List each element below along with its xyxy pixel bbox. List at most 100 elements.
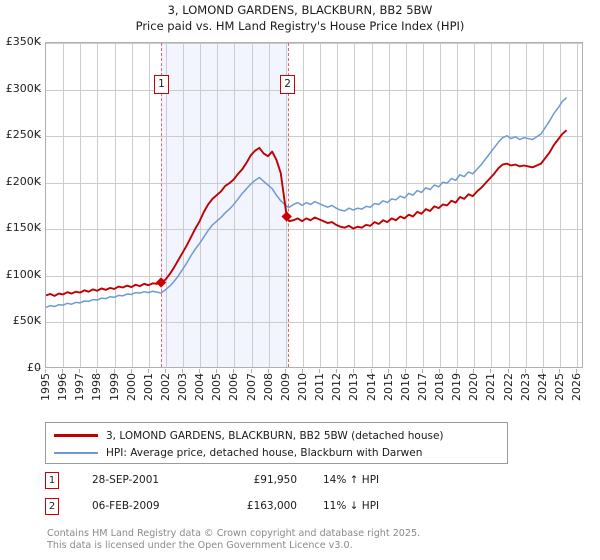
- x-axis-tick: [473, 369, 475, 373]
- x-axis-tick: [250, 369, 252, 373]
- y-axis-tick: [36, 321, 41, 323]
- x-axis-label: 2016: [398, 373, 412, 401]
- x-axis-label: 2022: [501, 373, 515, 401]
- gridline-vertical: [560, 43, 561, 367]
- title-line-1: 3, LOMOND GARDENS, BLACKBURN, BB2 5BW: [167, 3, 433, 17]
- x-axis-tick: [387, 369, 389, 373]
- x-axis-label: 2010: [296, 373, 309, 401]
- x-axis-tick: [130, 369, 132, 373]
- x-axis-label: 2021: [484, 373, 498, 401]
- gridline-vertical: [577, 43, 579, 367]
- gridline-horizontal: [46, 43, 582, 44]
- attribution-footer: Contains HM Land Registry data © Crown c…: [47, 528, 567, 551]
- x-axis-tick: [490, 369, 492, 373]
- x-axis-label: 1996: [56, 373, 70, 401]
- transaction-price: £91,950: [253, 474, 297, 486]
- y-axis-label: £50K: [12, 314, 41, 328]
- gridline-vertical: [337, 43, 339, 367]
- x-axis-label: 2018: [433, 373, 447, 401]
- x-axis-tick: [164, 369, 166, 373]
- gridline-vertical: [217, 43, 219, 367]
- x-axis-tick: [302, 369, 303, 373]
- gridline-horizontal: [46, 322, 582, 324]
- x-axis-label: 2014: [364, 373, 378, 401]
- transaction-date: 06-FEB-2009: [92, 500, 160, 512]
- x-axis-label: 1998: [90, 373, 104, 401]
- x-axis-label: 2023: [518, 373, 532, 401]
- gridline-vertical: [200, 43, 202, 367]
- gridline-horizontal: [46, 229, 582, 231]
- x-axis-label: 2019: [450, 373, 464, 401]
- x-axis-tick: [524, 369, 526, 373]
- x-axis-label: 2013: [347, 373, 361, 401]
- gridline-vertical: [474, 43, 476, 367]
- x-axis-label: 2015: [381, 373, 395, 401]
- x-axis-label: 2025: [553, 373, 566, 401]
- x-axis-tick: [404, 369, 406, 373]
- transaction-index-badge: 1: [45, 472, 59, 489]
- x-axis-tick: [45, 369, 46, 373]
- x-axis-label: 2006: [227, 373, 241, 401]
- x-axis-tick: [62, 369, 64, 373]
- x-axis-label: 2026: [570, 373, 584, 401]
- chart-legend: 3, LOMOND GARDENS, BLACKBURN, BB2 5BW (d…: [45, 422, 508, 464]
- x-axis-tick: [559, 369, 560, 373]
- x-axis-label: 2000: [124, 373, 138, 401]
- chart-event-badge: 2: [280, 75, 296, 94]
- gridline-vertical: [234, 43, 236, 367]
- legend-swatch-property: [54, 434, 98, 437]
- gridline-vertical: [440, 43, 442, 367]
- y-axis-tick: [36, 274, 41, 276]
- x-axis-tick: [541, 369, 543, 373]
- x-axis-tick: [336, 369, 338, 373]
- gridline-vertical: [525, 43, 527, 367]
- transaction-hpi-delta: 11% ↓ HPI: [323, 500, 380, 512]
- gridline-horizontal: [46, 136, 582, 138]
- x-axis-label: 2002: [158, 373, 172, 401]
- gridline-vertical: [388, 43, 390, 367]
- gridline-vertical: [405, 43, 407, 367]
- x-axis-tick: [319, 369, 321, 373]
- title-line-2: Price paid vs. HM Land Registry's House …: [135, 19, 465, 33]
- x-axis-label: 2004: [193, 373, 207, 401]
- y-axis-label: £100K: [5, 267, 41, 281]
- gridline-vertical: [165, 43, 167, 367]
- page-title: 3, LOMOND GARDENS, BLACKBURN, BB2 5BW Pr…: [0, 2, 600, 34]
- x-axis-label: 2007: [244, 373, 258, 401]
- x-axis-tick: [267, 369, 269, 373]
- series-layer: [46, 97, 568, 309]
- transaction-point-marker: [281, 211, 292, 222]
- gridline-horizontal: [46, 89, 582, 91]
- x-axis-label: 1995: [39, 373, 52, 401]
- x-axis-tick: [456, 369, 458, 373]
- y-axis-label: £200K: [5, 174, 41, 188]
- series-line: [46, 97, 568, 309]
- x-axis-tick: [96, 369, 98, 373]
- x-axis-tick: [421, 369, 423, 373]
- table-row[interactable]: 1 28-SEP-2001 £91,950 14% ↑ HPI: [45, 470, 515, 496]
- x-axis-tick: [233, 369, 235, 373]
- y-axis-tick: [36, 88, 41, 90]
- x-axis-label: 2001: [141, 373, 155, 401]
- gridline-vertical: [542, 43, 544, 367]
- table-row[interactable]: 2 06-FEB-2009 £163,000 11% ↓ HPI: [45, 496, 515, 522]
- gridline-vertical: [80, 43, 82, 367]
- x-axis-tick: [199, 369, 201, 373]
- transaction-index-badge: 2: [45, 498, 59, 515]
- x-axis-label: 1997: [73, 373, 87, 401]
- x-axis-tick: [370, 369, 372, 373]
- gridline-vertical: [251, 43, 253, 367]
- y-axis-tick: [36, 228, 41, 230]
- x-axis-tick: [182, 369, 184, 373]
- gridline-horizontal: [46, 275, 582, 277]
- x-axis-tick: [216, 369, 218, 373]
- x-axis-label: 1999: [107, 373, 121, 401]
- event-marker-line: [161, 43, 163, 367]
- gridline-vertical: [457, 43, 459, 367]
- x-axis-tick: [439, 369, 441, 373]
- y-axis: £0 £50K £100K £150K £200K £250K £300K £350K: [0, 35, 41, 374]
- y-axis-label: £250K: [5, 128, 41, 142]
- y-axis-label: £350K: [5, 35, 41, 48]
- y-axis-tick: [36, 368, 41, 369]
